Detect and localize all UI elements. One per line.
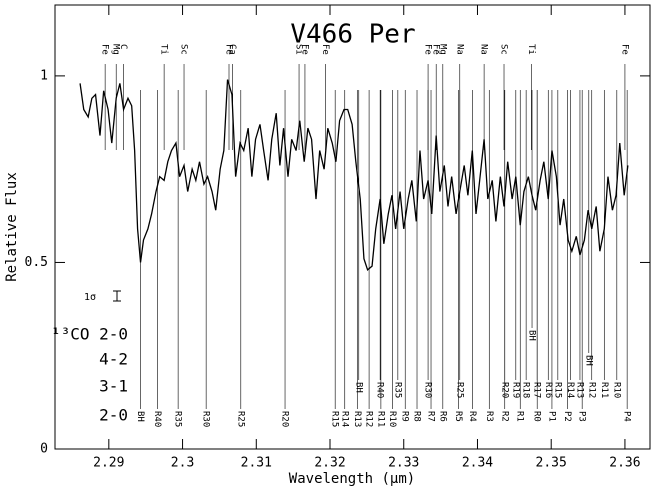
co-id-label: R25 [235,411,245,427]
atomic-id-label: Fe [100,44,110,55]
band-label: 3-1 [99,377,128,396]
co-id-label: R20 [499,382,509,398]
x-tick-label: 2.32 [314,456,345,471]
co-id-label: R0 [532,411,542,422]
atomic-id-label: Fe [224,44,234,55]
co-id-label: R2 [499,411,509,422]
y-tick-label: 0 [40,442,48,457]
co-id-label: R14 [339,411,349,427]
co-id-label: R16 [543,382,553,398]
spectrum-line [79,79,629,272]
co-id-label: R11 [599,382,609,398]
atomic-id-label: Si [294,44,304,55]
co-id-label: R12 [586,382,596,398]
co-id-label: R9 [400,411,410,422]
co-id-label: R15 [330,411,340,427]
band-label: ¹³CO 2-0 [51,325,128,344]
co-id-label: R7 [426,411,436,422]
co-id-label: R5 [453,411,463,422]
co-id-label: P3 [577,411,587,422]
x-tick-label: 2.29 [93,456,124,471]
atomic-id-label: Fe [619,44,629,55]
co-id-label: BH [135,411,145,422]
co-id-label: R40 [375,382,385,398]
co-id-label: R1 [515,411,525,422]
y-tick-label: 0.5 [25,255,48,270]
co-id-label: P1 [546,411,556,422]
co-id-label: R13 [352,411,362,427]
atomic-id-label: Na [454,44,464,55]
co-id-label: P2 [562,411,572,422]
co-id-label: R30 [201,411,211,427]
plot-frame [54,4,651,450]
co-id-label: R12 [364,411,374,427]
atomic-id-label: Mg [111,44,121,55]
co-id-label: R35 [392,382,402,398]
y-axis-label: Relative Flux [4,172,20,282]
co-id-label: BH [353,382,363,393]
x-tick-label: 2.31 [241,456,272,471]
atomic-id-label: Mg [437,44,447,55]
atomic-id-label: Sc [179,44,189,55]
sigma-bar [113,290,121,302]
co-id-label: P4 [622,411,632,422]
x-tick-label: 2.33 [388,456,419,471]
co-id-label: R8 [412,411,422,422]
co-id-label: R4 [467,411,477,422]
atomic-id-label: Ti [159,44,169,55]
atomic-id-label: Ca [227,44,237,55]
band-label: 4-2 [99,350,128,369]
co-id-label: R30 [423,382,433,398]
co-id-label: R11 [375,411,385,427]
band-label: 2-0 [99,406,128,425]
y-tick-label: 1 [40,68,48,83]
atomic-id-label: C [118,44,128,49]
co-id-label: R25 [454,382,464,398]
chart-title: V466 Per [290,20,415,50]
atomic-id-label: Na [479,44,489,55]
co-id-label: R35 [173,411,183,427]
sigma-label: 1σ [84,292,96,303]
x-tick-label: 2.35 [536,456,567,471]
co-id-label: R10 [611,382,621,398]
co-id-label: R15 [552,382,562,398]
x-tick-label: 2.36 [609,456,640,471]
co-id-label: R18 [521,382,531,398]
x-axis-label: Wavelength (μm) [289,471,415,487]
atomic-id-label: Fe [299,44,309,55]
co-id-label: R13 [574,382,584,398]
co-id-label: R20 [280,411,290,427]
atomic-id-label: Fe [431,44,441,55]
co-id-label: R17 [532,382,542,398]
co-id-label: R40 [152,411,162,427]
co-id-label: BH [527,330,537,341]
atomic-id-label: Sc [499,44,509,55]
co-id-label: R3 [484,411,494,422]
x-tick-label: 2.34 [462,456,493,471]
co-id-label: R10 [387,411,397,427]
x-tick-label: 2.3 [171,456,194,471]
co-id-label: R6 [437,411,447,422]
co-id-label: R19 [510,382,520,398]
co-id-label: BH [583,355,593,366]
atomic-id-label: Fe [423,44,433,55]
co-id-label: R14 [565,382,575,398]
atomic-id-label: Ti [526,44,536,55]
atomic-id-label: Fe [320,44,330,55]
